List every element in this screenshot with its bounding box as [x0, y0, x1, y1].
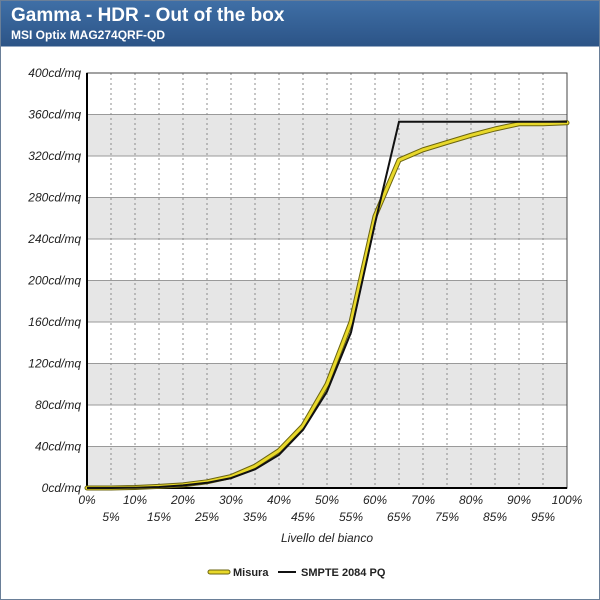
y-tick-label: 280cd/mq	[27, 191, 81, 205]
x-tick-labels: 0% 5%10%15% 20% 25%30%35%40%45%50%55%60%65%…	[78, 493, 582, 524]
x-tick-label: 40%	[267, 493, 291, 507]
y-tick-label: 400cd/mq	[28, 66, 81, 80]
y-tick-label: 160cd/mq	[28, 315, 81, 329]
x-tick-label: 10%	[123, 493, 147, 507]
plot-band	[87, 156, 567, 198]
legend-smpte-label: SMPTE 2084 PQ	[301, 567, 386, 579]
chart-subtitle: MSI Optix MAG274QRF-QD	[11, 28, 166, 42]
chart-title: Gamma - HDR - Out of the box	[11, 5, 285, 26]
y-tick-label: 80cd/mq	[35, 398, 81, 412]
y-tick-label: 240cd/mq	[27, 232, 81, 246]
legend: Misura SMPTE 2084 PQ	[207, 567, 386, 579]
y-tick-label: 200cd/mq	[27, 274, 81, 288]
x-tick-label: 25%	[194, 510, 219, 524]
y-tick-label: 120cd/mq	[28, 357, 81, 371]
x-tick-label: 30%	[219, 493, 243, 507]
x-tick-label: 65%	[387, 510, 411, 524]
x-tick-label: 20%	[170, 493, 195, 507]
x-tick-label: 85%	[483, 510, 507, 524]
legend-misura-label: Misura	[233, 567, 269, 579]
plot-series	[84, 120, 570, 491]
plot-band	[87, 280, 567, 322]
x-tick-label: 75%	[435, 510, 459, 524]
x-tick-label: 0%	[78, 493, 96, 507]
series-smpte-line	[87, 120, 567, 489]
x-tick-label: 45%	[291, 510, 315, 524]
x-tick-label: 70%	[411, 493, 435, 507]
plot-band	[87, 405, 567, 447]
x-tick-label: 35%	[243, 510, 267, 524]
x-tick-label: 80%	[459, 493, 483, 507]
plot-bands	[87, 73, 567, 488]
x-tick-label: 55%	[339, 510, 363, 524]
x-tick-label: 15%	[147, 510, 171, 524]
y-tick-label: 0cd/mq	[42, 481, 82, 495]
y-tick-label: 40cd/mq	[35, 440, 81, 454]
x-tick-label: 90%	[507, 493, 531, 507]
x-tick-label: 60%	[363, 493, 387, 507]
y-tick-labels: 0cd/mq 40cd/mq 80cd/mq 120cd/mq 160cd/mq 200c…	[27, 66, 81, 495]
x-tick-label: 95%	[531, 510, 555, 524]
x-tick-label: 50%	[315, 493, 339, 507]
x-axis-title: Livello del bianco	[281, 531, 373, 545]
x-tick-label: 5%	[102, 510, 120, 524]
x-tick-label: 100%	[552, 493, 583, 507]
y-tick-label: 320cd/mq	[28, 149, 81, 163]
plot-band	[87, 446, 567, 488]
chart-svg: 0cd/mq 40cd/mq 80cd/mq 120cd/mq 160cd/mq 200c…	[27, 66, 582, 579]
y-tick-label: 360cd/mq	[28, 108, 81, 122]
